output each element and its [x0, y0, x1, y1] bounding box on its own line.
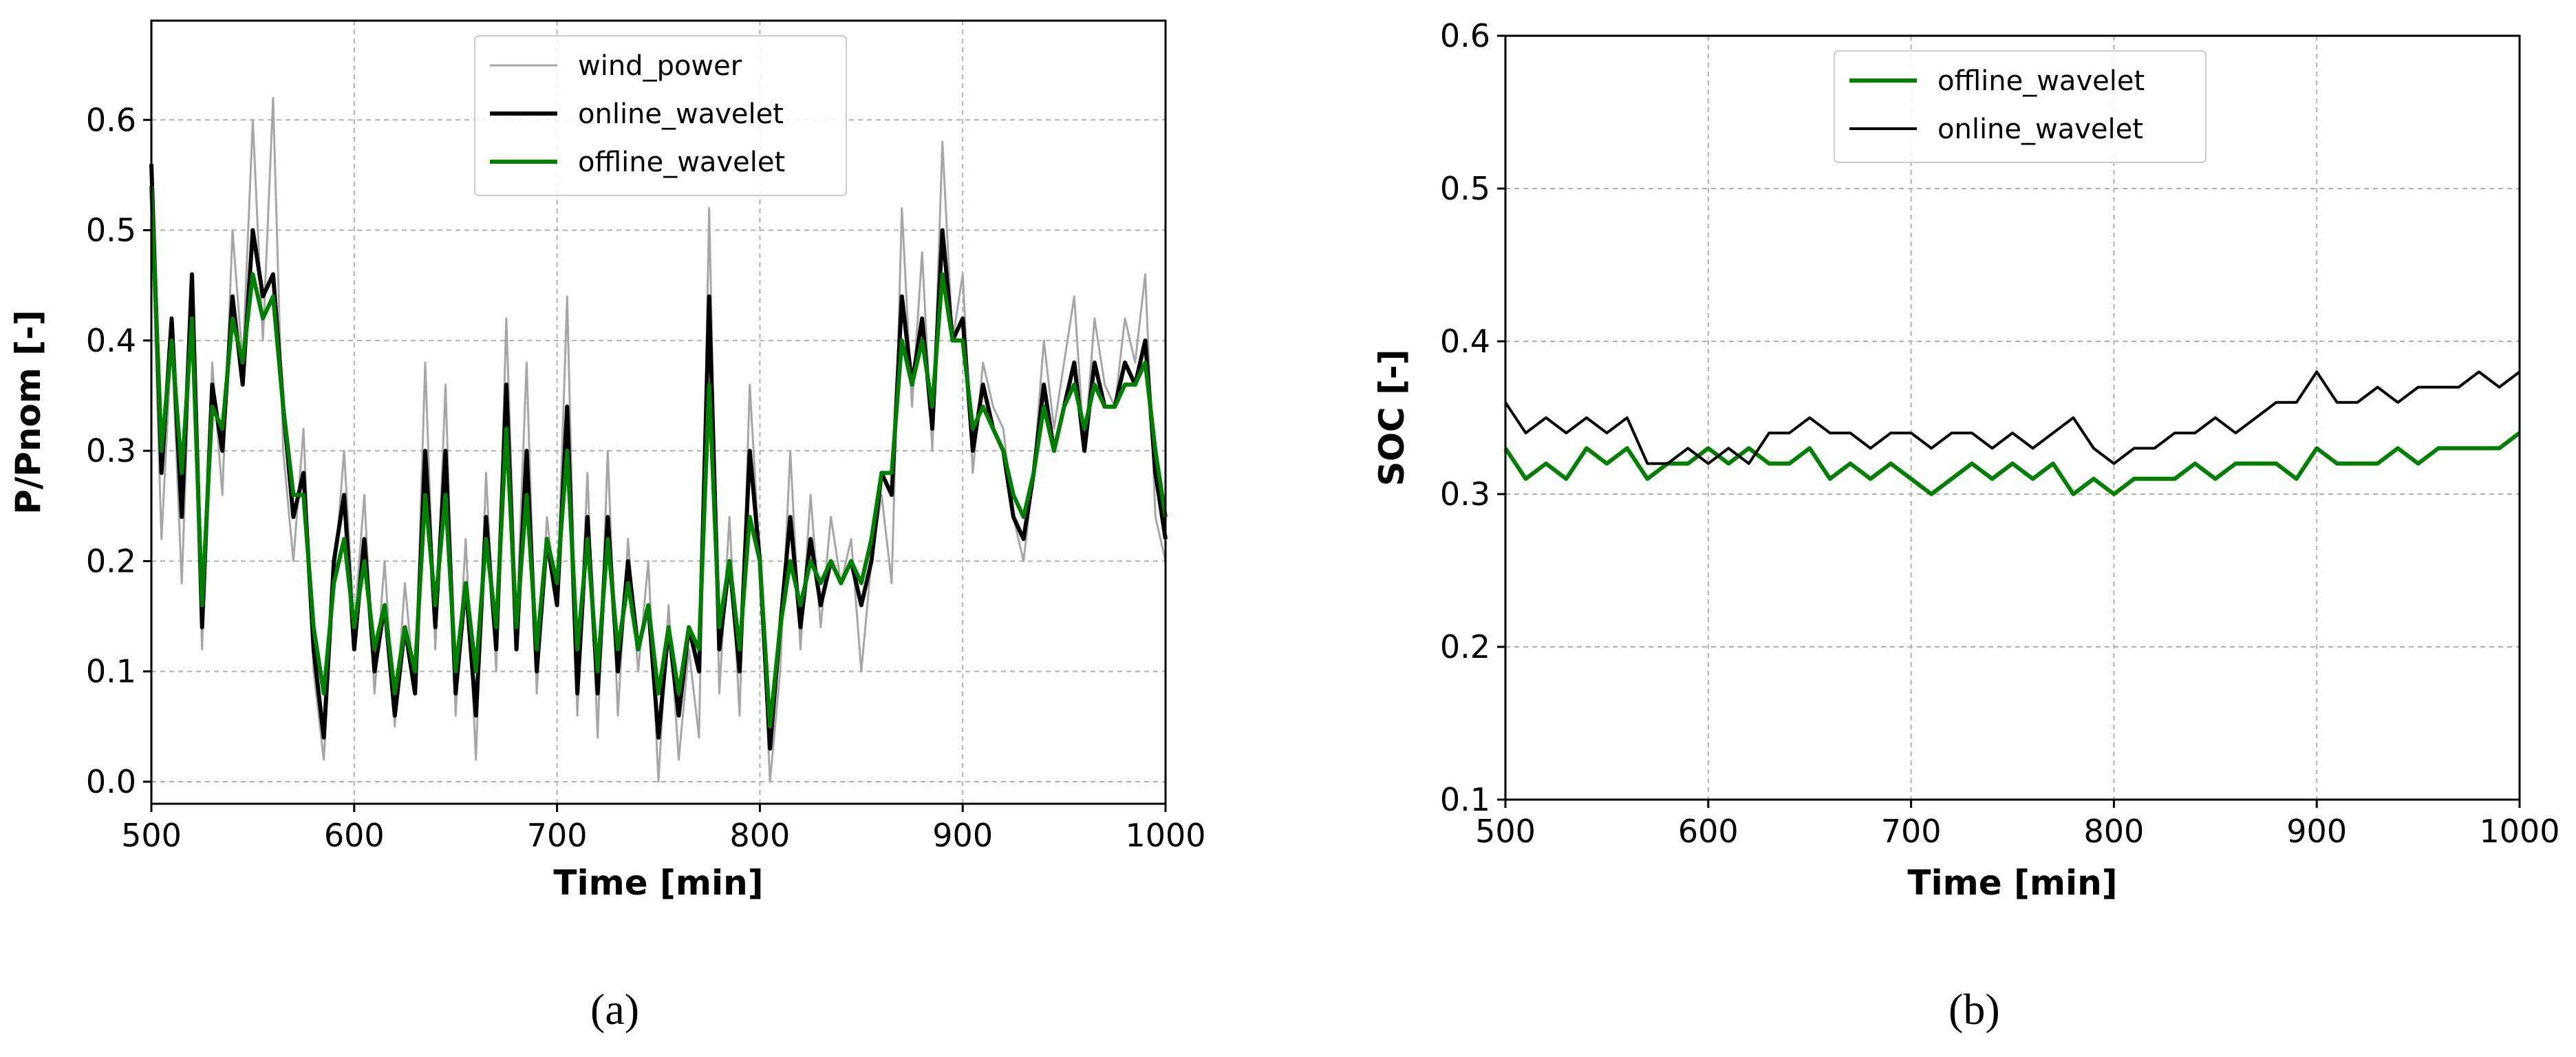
y-tick-label: 0.0 [86, 763, 136, 800]
y-tick-label: 0.1 [1440, 781, 1490, 818]
series-line-online-wavelet-b [1504, 370, 2521, 465]
x-tick-label: 800 [2083, 813, 2144, 850]
grid-a [151, 21, 1166, 804]
y-tick-label: 0.3 [86, 432, 136, 469]
x-tick-label: 1000 [2479, 813, 2559, 850]
legend-box-b [1834, 50, 2207, 163]
y-tick-label: 0.1 [86, 653, 136, 690]
plot-frame-a [150, 19, 1167, 805]
y-axis-label-a: P/Pnom [-] [8, 310, 48, 514]
y-tick-label: 0.4 [1440, 323, 1490, 360]
ticks-a: 500 600 700 800 900 1000 0.0 0.1 0.2 0.3 0.4 0.5 0.6 [86, 101, 1206, 854]
legend-a: wind_power online_wavelet offline_wavele… [474, 35, 847, 196]
x-tick-label: 900 [932, 817, 993, 854]
x-tick-label: 600 [324, 817, 385, 854]
legend-label-offline-wavelet-a: offline_wavelet [578, 147, 785, 178]
y-tick-label: 0.5 [1440, 170, 1490, 207]
caption-b: (b) [1949, 985, 2000, 1034]
legend-box-a [474, 35, 847, 196]
x-axis-label-b: Time [min] [1907, 863, 2117, 903]
x-tick-label: 700 [1881, 813, 1942, 850]
y-tick-label: 0.6 [1440, 17, 1490, 54]
x-axis-label-a: Time [min] [553, 863, 763, 903]
x-tick-label: 800 [729, 817, 790, 854]
x-tick-label: 500 [1475, 813, 1536, 850]
x-tick-label: 700 [527, 817, 588, 854]
chart-panel-a: 500 600 700 800 900 1000 0.0 0.1 0.2 0.3 0.4 0.5 0.6… [8, 19, 1206, 903]
series-line-offline-wavelet-b [1503, 431, 2521, 496]
legend-b: offline_wavelet online_wavelet [1834, 50, 2207, 163]
y-tick-label: 0.2 [1440, 628, 1490, 665]
x-tick-label: 600 [1678, 813, 1739, 850]
legend-label-online-wavelet-a: online_wavelet [578, 98, 784, 130]
ticks-b: 500 600 700 800 900 1000 0.1 0.2 0.3 0.4 0.5 0.6 [1440, 17, 2560, 850]
legend-label-online-wavelet-b: online_wavelet [1938, 114, 2143, 145]
y-tick-label: 0.2 [86, 542, 136, 579]
y-tick-label: 0.4 [86, 322, 136, 359]
series-line-wind-power-a [150, 96, 1167, 783]
chart-panel-b: 500 600 700 800 900 1000 0.1 0.2 0.3 0.4 0.5 0.6 Ti… [1372, 17, 2560, 903]
x-tick-label: 500 [121, 817, 182, 854]
legend-label-wind-power: wind_power [578, 50, 742, 82]
y-tick-label: 0.5 [86, 212, 136, 249]
series-lines-a [149, 96, 1168, 783]
series-line-offline-wavelet-a [149, 186, 1168, 729]
x-tick-label: 900 [2286, 813, 2347, 850]
y-tick-label: 0.3 [1440, 476, 1490, 513]
legend-label-offline-wavelet-b: offline_wavelet [1938, 65, 2145, 97]
x-tick-label: 1000 [1125, 817, 1205, 854]
series-lines-b [1503, 370, 2521, 496]
plot-frame-b [1504, 34, 2521, 801]
y-axis-label-b: SOC [-] [1372, 349, 1412, 486]
caption-a: (a) [590, 985, 640, 1034]
y-tick-label: 0.6 [86, 101, 136, 138]
